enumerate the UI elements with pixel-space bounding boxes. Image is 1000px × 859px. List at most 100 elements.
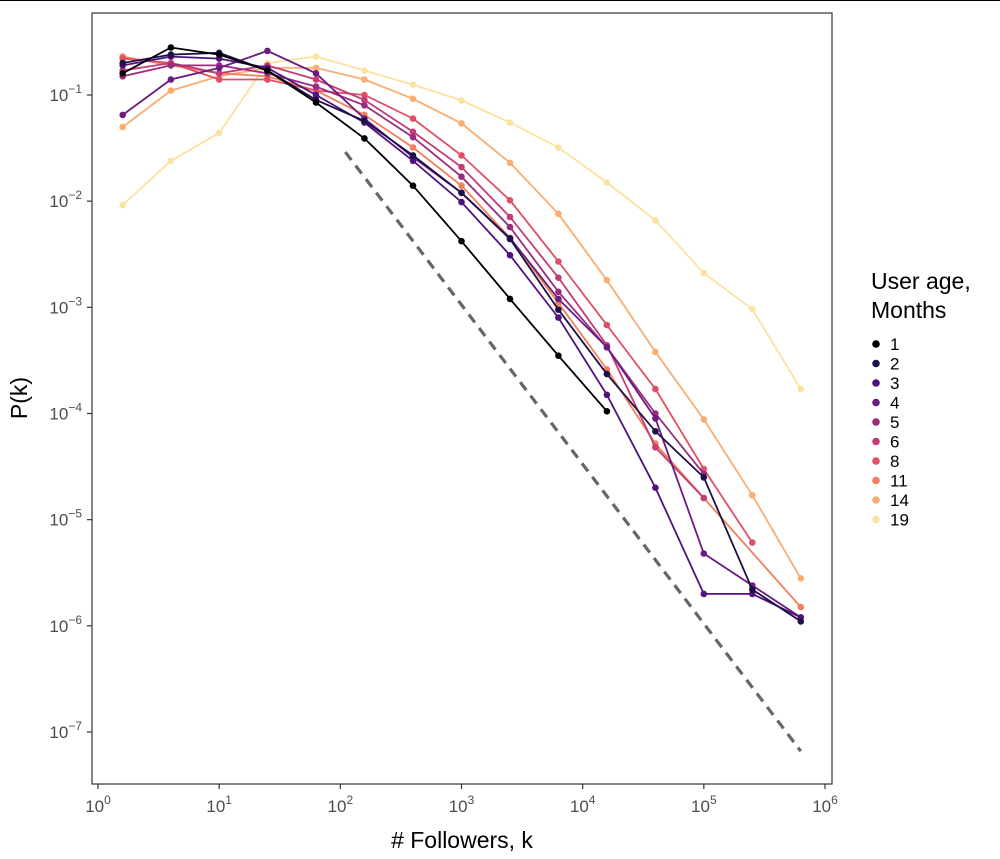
point-8-5 xyxy=(361,91,368,99)
legend-label-11: 11 xyxy=(890,472,908,491)
point-11-14 xyxy=(797,603,805,611)
point-2-1 xyxy=(167,51,175,58)
point-8-8 xyxy=(506,197,514,204)
y-tick-label-6-base: 10 xyxy=(49,723,68,742)
reference-line-layer xyxy=(344,151,803,753)
series-layer xyxy=(119,44,805,625)
point-4-3 xyxy=(264,47,271,55)
point-1-1 xyxy=(167,44,175,51)
point-19-13 xyxy=(749,305,756,313)
point-4-0 xyxy=(119,111,126,119)
y-tick-label-5-exp: −6 xyxy=(68,613,82,627)
point-1-2 xyxy=(215,51,223,58)
point-14-14 xyxy=(797,575,805,582)
point-2-12 xyxy=(700,474,708,481)
legend-key-14 xyxy=(872,496,880,504)
point-3-4 xyxy=(312,91,320,99)
point-5-6 xyxy=(409,133,417,141)
point-19-8 xyxy=(506,119,514,126)
point-19-12 xyxy=(700,269,708,277)
point-5-1 xyxy=(167,62,175,69)
x-tick-label-5-exp: 5 xyxy=(710,793,717,807)
legend-item-4: 4 xyxy=(872,394,899,413)
point-14-4 xyxy=(312,64,320,72)
point-1-0 xyxy=(119,70,126,77)
point-14-0 xyxy=(119,123,126,131)
legend-key-5 xyxy=(872,418,880,426)
legend-item-2: 2 xyxy=(872,355,899,374)
point-11-7 xyxy=(458,182,465,189)
y-axis: 10−1 10−2 10−3 10−4 10−5 10−6 10−7 xyxy=(49,82,92,742)
x-tick-4: 104 xyxy=(570,784,596,816)
svg-text:105: 105 xyxy=(691,793,717,816)
point-6-11 xyxy=(652,444,659,451)
x-tick-label-1-base: 10 xyxy=(206,797,225,816)
point-19-0 xyxy=(119,201,126,209)
svg-text:10−4: 10−4 xyxy=(49,401,82,424)
point-8-3 xyxy=(264,76,271,83)
svg-text:10−6: 10−6 xyxy=(49,613,82,636)
point-14-12 xyxy=(700,416,708,423)
svg-text:101: 101 xyxy=(206,793,232,816)
x-tick-label-0-base: 10 xyxy=(85,797,104,816)
legend-label-2: 2 xyxy=(890,355,899,374)
point-2-8 xyxy=(506,235,514,243)
point-14-10 xyxy=(603,276,611,284)
y-tick-label-1-exp: −2 xyxy=(68,188,82,202)
point-4-2 xyxy=(215,64,223,72)
point-19-11 xyxy=(652,217,659,224)
x-tick-label-0-exp: 0 xyxy=(104,793,111,807)
x-tick-5: 105 xyxy=(691,784,717,816)
y-tick-label-3-base: 10 xyxy=(49,405,68,424)
x-tick-3: 103 xyxy=(449,784,475,816)
plot-panel xyxy=(91,12,833,785)
point-5-7 xyxy=(458,173,465,180)
point-4-12 xyxy=(700,550,708,557)
point-3-6 xyxy=(409,157,417,165)
y-tick-1: 10−2 xyxy=(49,188,92,211)
point-5-9 xyxy=(555,288,562,296)
svg-text:10−2: 10−2 xyxy=(49,188,82,211)
x-tick-label-2-exp: 2 xyxy=(346,793,353,807)
x-tick-label-6-base: 10 xyxy=(812,797,831,816)
legend-item-6: 6 xyxy=(872,433,899,452)
svg-text:10−5: 10−5 xyxy=(49,507,82,530)
x-tick-label-2-base: 10 xyxy=(328,797,347,816)
x-tick-label-5-base: 10 xyxy=(691,797,710,816)
x-tick-label-4-base: 10 xyxy=(570,797,589,816)
series-line-8 xyxy=(122,57,754,543)
point-2-0 xyxy=(119,59,126,67)
point-3-12 xyxy=(700,590,708,598)
point-4-9 xyxy=(555,295,562,303)
legend-key-19 xyxy=(872,515,880,524)
legend-label-19: 19 xyxy=(890,511,909,530)
point-19-9 xyxy=(555,144,562,151)
point-2-7 xyxy=(458,189,465,197)
point-14-1 xyxy=(167,87,175,94)
series-1 xyxy=(119,44,611,415)
point-2-10 xyxy=(603,370,611,378)
legend-label-5: 5 xyxy=(890,413,899,432)
svg-text:10−1: 10−1 xyxy=(49,82,82,105)
x-axis: 100 101 102 103 104 105 106 xyxy=(85,784,838,816)
point-8-7 xyxy=(458,152,465,159)
svg-text:104: 104 xyxy=(570,793,596,816)
point-1-9 xyxy=(555,352,562,360)
y-tick-label-4-base: 10 xyxy=(49,511,68,530)
legend-item-3: 3 xyxy=(872,374,899,393)
point-1-4 xyxy=(312,99,320,106)
legend-item-19: 19 xyxy=(872,511,909,530)
point-3-7 xyxy=(458,198,465,206)
y-tick-2: 10−3 xyxy=(49,294,92,317)
point-8-10 xyxy=(603,321,611,329)
point-8-2 xyxy=(215,76,223,83)
x-tick-label-6-exp: 6 xyxy=(831,793,838,807)
x-tick-1: 101 xyxy=(206,784,232,816)
point-6-8 xyxy=(506,213,514,221)
point-8-9 xyxy=(555,258,562,265)
legend-title-line1: User age, xyxy=(871,268,971,294)
legend-key-8 xyxy=(872,457,880,465)
y-tick-label-4-exp: −5 xyxy=(68,507,82,521)
